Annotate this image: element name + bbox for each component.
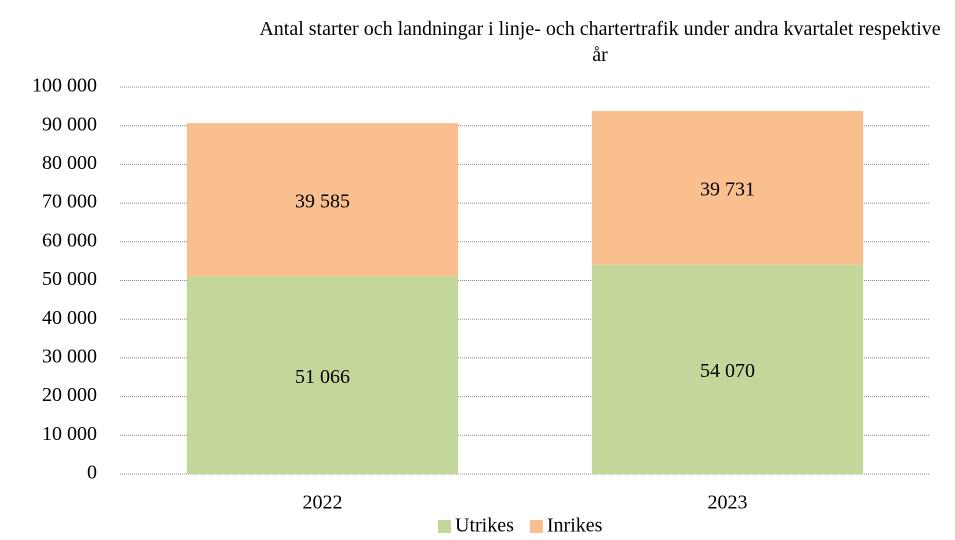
chart-title: Antal starter och landningar i linje- oc… [259, 18, 941, 66]
data-label: 39 731 [700, 178, 755, 200]
y-tick-label: 30 000 [42, 345, 97, 367]
data-label: 51 066 [295, 366, 350, 388]
y-tick-label: 50 000 [42, 268, 97, 290]
y-tick-label: 90 000 [42, 113, 97, 135]
legend-label: Utrikes [455, 515, 514, 537]
legend-label: Inrikes [547, 515, 603, 537]
y-tick-label: 80 000 [42, 152, 97, 174]
y-tick-label: 40 000 [42, 307, 97, 329]
y-tick-label: 60 000 [42, 229, 97, 251]
legend-swatch [438, 520, 451, 533]
legend-swatch [529, 520, 543, 533]
y-tick-label: 100 000 [32, 75, 97, 97]
bar-segment [186, 123, 459, 277]
x-tick-label: 2022 [303, 492, 343, 514]
y-tick-label: 0 [87, 462, 97, 484]
x-tick-label: 2023 [708, 492, 748, 514]
bar-segment [591, 264, 864, 474]
y-tick-label: 20 000 [42, 384, 97, 406]
y-tick-label: 10 000 [42, 423, 97, 445]
y-tick-label: 70 000 [42, 191, 97, 213]
data-label: 39 585 [295, 190, 350, 212]
bar-segment [186, 276, 459, 474]
bar-segment [591, 110, 864, 265]
data-label: 54 070 [700, 360, 755, 382]
